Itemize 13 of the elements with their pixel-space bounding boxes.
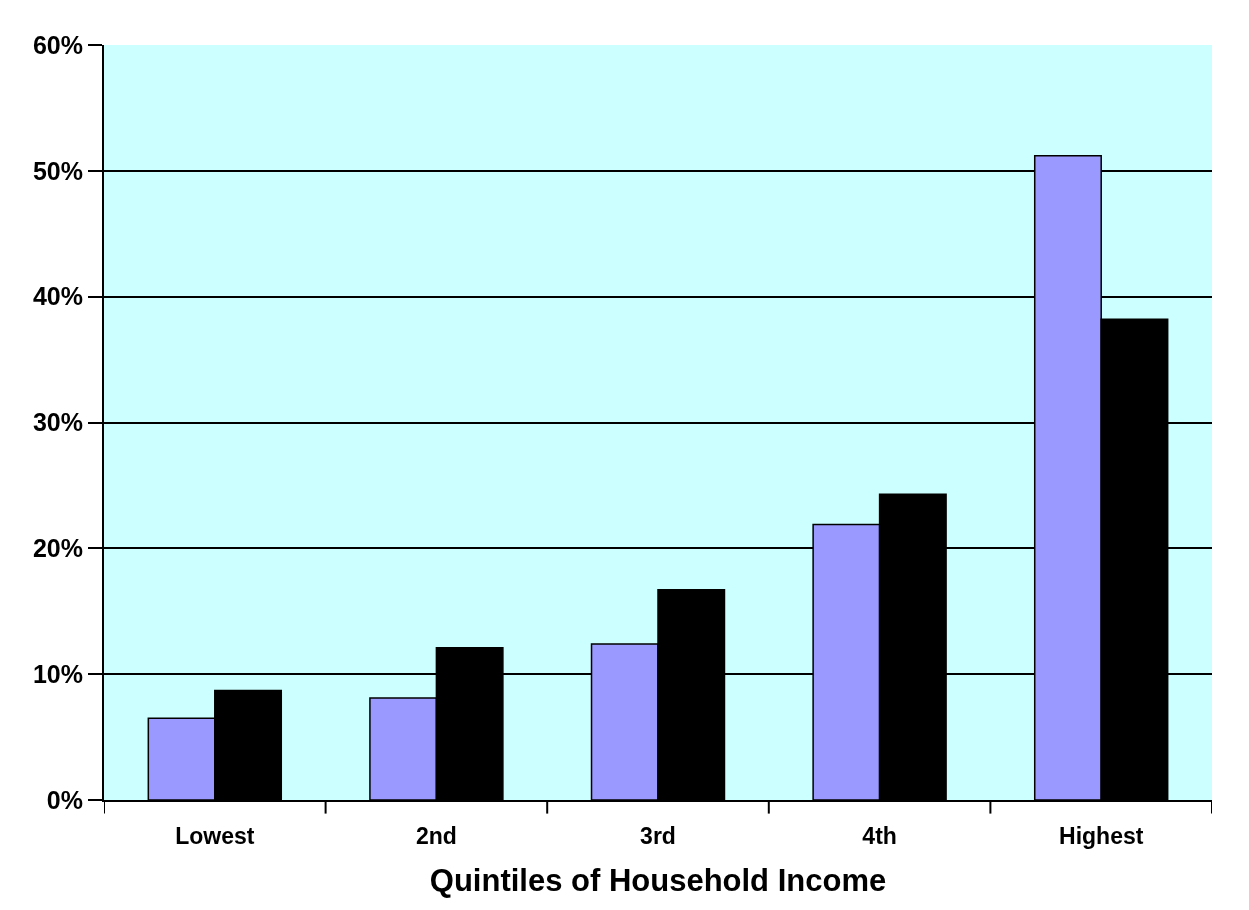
x-tick-label: Highest	[1059, 822, 1144, 849]
y-tick-label: 30%	[32, 408, 83, 437]
y-tick-label: 50%	[32, 156, 83, 185]
x-tick-label: 3rd	[640, 822, 676, 849]
x-tick-label: 4th	[862, 822, 897, 849]
x-axis-title: Quintiles of Household Income	[429, 863, 887, 899]
x-tick-label: 2nd	[415, 822, 457, 849]
x-tick-label: Lowest	[175, 822, 255, 849]
y-tick-label: 0%	[46, 785, 83, 814]
y-tick-label: 10%	[32, 659, 83, 688]
y-tick-label: 20%	[32, 534, 83, 563]
y-tick-label: 60%	[32, 30, 83, 59]
y-tick-label: 40%	[32, 282, 83, 311]
